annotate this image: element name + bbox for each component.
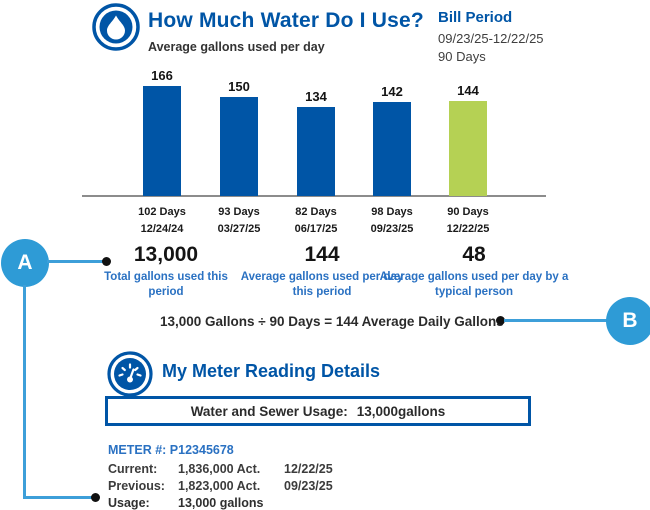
callout-a-dot-top (102, 257, 111, 266)
x-axis-label: 93 Days 03/27/25 (199, 204, 279, 238)
bar-group: 166 (132, 68, 192, 196)
bar (220, 97, 258, 196)
meter-section-title: My Meter Reading Details (162, 361, 381, 381)
formula-text: 13,000 Gallons ÷ 90 Days = 144 Average D… (160, 314, 504, 329)
x-label-date: 12/22/25 (446, 223, 490, 236)
callout-a-dot-bottom (91, 493, 100, 502)
usage-summary-box: Water and Sewer Usage: 13,000gallons (105, 396, 531, 426)
bar-value-label: 150 (228, 79, 250, 94)
meter-gauge-icon (107, 351, 153, 397)
meter-row-current: Current: 1,836,000 Act. 12/22/25 (108, 460, 333, 477)
bar-group: 150 (209, 79, 269, 196)
callout-b-badge: B (606, 297, 650, 345)
bar (449, 101, 487, 196)
meter-number: METER #: P12345678 (108, 443, 234, 457)
x-label-days: 102 Days (138, 206, 186, 218)
x-axis-label: 102 Days 12/24/24 (122, 204, 202, 238)
page-title: How Much Water Do I Use? (148, 9, 424, 32)
x-label-date: 06/17/25 (294, 223, 338, 236)
x-label-days: 98 Days (371, 206, 413, 218)
callout-a-line-horizontal (47, 260, 104, 263)
bar-value-label: 166 (151, 68, 173, 83)
stat-label: Average gallons used per day by a typica… (379, 271, 569, 298)
stat-label: Total gallons used this period (104, 271, 228, 298)
bill-period-title: Bill Period (438, 9, 513, 26)
meter-row-usage: Usage: 13,000 gallons (108, 494, 333, 510)
callout-b-dot (496, 316, 505, 325)
bar-group: 144 (438, 83, 498, 196)
meter-row-date: 12/22/25 (284, 461, 333, 476)
bill-period-days: 90 Days (438, 48, 486, 64)
meter-row-value: 13,000 gallons (178, 495, 264, 510)
stat-total-gallons: 13,000 Total gallons used this period (96, 243, 236, 300)
meter-row-value: 1,836,000 Act. (178, 461, 261, 476)
bar-group: 142 (362, 84, 422, 196)
meter-row-label: Previous: (108, 478, 165, 493)
x-label-days: 93 Days (218, 206, 260, 218)
stat-value: 144 (304, 243, 340, 266)
callout-a-badge: A (1, 239, 49, 287)
bar-value-label: 142 (381, 84, 403, 99)
x-axis-label: 82 Days 06/17/25 (276, 204, 356, 238)
bar (143, 86, 181, 196)
bar-group: 134 (286, 89, 346, 196)
x-label-days: 82 Days (295, 206, 337, 218)
water-drop-icon (92, 3, 140, 51)
stat-label: Average gallons used per day this period (240, 271, 404, 298)
x-label-date: 12/24/24 (140, 223, 184, 236)
usage-box-value: 13,000gallons (356, 403, 446, 419)
meter-readings: Current: 1,836,000 Act. 12/22/25 Previou… (108, 460, 333, 510)
x-label-date: 09/23/25 (370, 223, 414, 236)
bill-period-range: 09/23/25-12/22/25 (438, 31, 544, 47)
meter-row-date: 09/23/25 (284, 478, 333, 493)
stat-average-daily: 144 Average gallons used per day this pe… (237, 243, 407, 300)
callout-b-line (504, 319, 608, 322)
callout-a-line-bottom (23, 496, 93, 499)
callout-a-line-vertical (23, 285, 26, 499)
bar-value-label: 144 (457, 83, 479, 98)
meter-row-value: 1,823,000 Act. (178, 478, 261, 493)
meter-row-previous: Previous: 1,823,000 Act. 09/23/25 (108, 477, 333, 494)
bar (373, 102, 411, 196)
meter-row-label: Current: (108, 461, 158, 476)
stat-typical-person: 48 Average gallons used per day by a typ… (374, 243, 574, 300)
x-axis-label: 98 Days 09/23/25 (352, 204, 432, 238)
bar-value-label: 134 (305, 89, 327, 104)
chart-baseline (82, 195, 546, 197)
stat-value: 13,000 (133, 243, 199, 266)
x-label-days: 90 Days (447, 206, 489, 218)
page-subtitle: Average gallons used per day (148, 40, 325, 54)
stat-value: 48 (462, 243, 486, 266)
usage-box-label: Water and Sewer Usage: (190, 403, 348, 419)
x-label-date: 03/27/25 (217, 223, 261, 236)
x-axis-label: 90 Days 12/22/25 (428, 204, 508, 238)
bar (297, 107, 335, 196)
meter-row-label: Usage: (108, 495, 150, 510)
bill-period: Bill Period 09/23/25-12/22/25 90 Days (438, 8, 544, 65)
